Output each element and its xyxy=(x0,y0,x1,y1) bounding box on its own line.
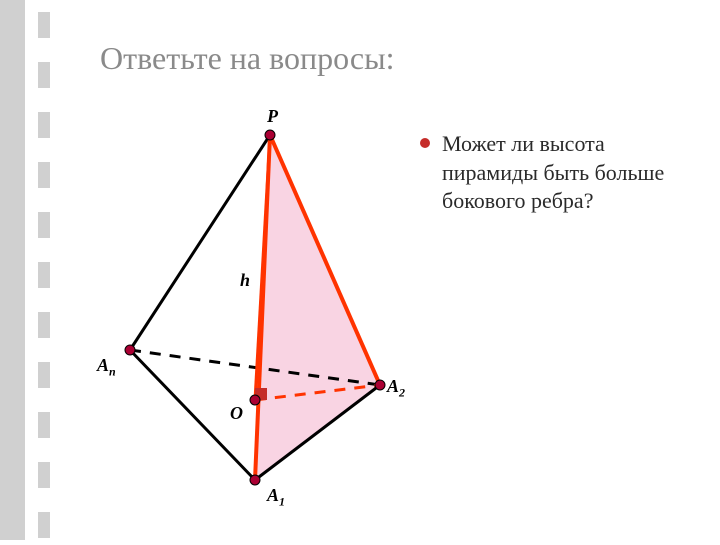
label-o: O xyxy=(230,403,243,424)
label-h: h xyxy=(240,270,250,291)
pyramid-diagram: P A1 A2 An O h xyxy=(75,100,415,510)
label-a1: A1 xyxy=(267,485,285,510)
sidebar-pattern xyxy=(0,0,50,540)
slide-title: Ответьте на вопросы: xyxy=(100,40,395,77)
pyramid-svg xyxy=(75,100,415,510)
question-block: Может ли высота пирамиды быть больше бок… xyxy=(420,130,700,216)
bullet-icon xyxy=(420,138,430,148)
question-text: Может ли высота пирамиды быть больше бок… xyxy=(442,130,692,216)
label-a2: A2 xyxy=(387,376,405,401)
label-p: P xyxy=(267,106,278,127)
title-text: Ответьте на вопросы: xyxy=(100,40,395,76)
label-an: An xyxy=(97,355,116,380)
